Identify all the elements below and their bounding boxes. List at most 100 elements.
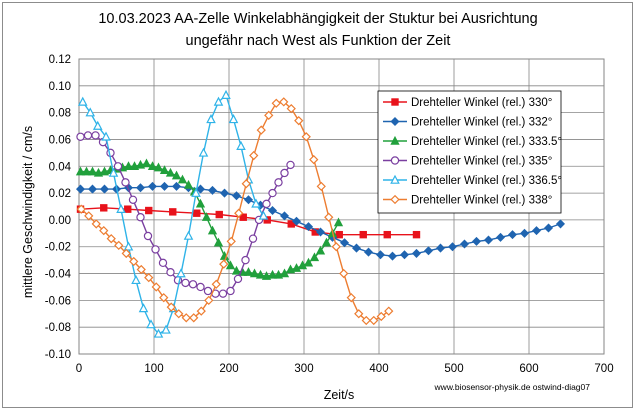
- data-point: [234, 208, 244, 218]
- legend: Drehteller Winkel (rel.) 330° Drehteller …: [377, 90, 562, 214]
- chart-title-line2: ungefähr nach West als Funktion der Zeit: [186, 33, 451, 49]
- data-point: [171, 181, 182, 191]
- data-point: [165, 167, 176, 177]
- data-point: [239, 213, 247, 221]
- data-point: [131, 274, 141, 285]
- data-point: [183, 179, 194, 189]
- data-point: [303, 257, 314, 267]
- legend-marker: [390, 156, 400, 165]
- legend-item: Drehteller Winkel (rel.) 336.5°: [383, 174, 562, 187]
- data-point: [447, 242, 458, 252]
- data-point: [316, 181, 326, 192]
- y-tick-label: -0.04: [45, 269, 72, 281]
- data-point: [206, 114, 216, 124]
- data-point: [188, 280, 198, 289]
- data-point: [280, 168, 289, 178]
- data-point: [159, 293, 169, 303]
- legend-item: Drehteller Winkel (rel.) 330°: [383, 97, 552, 109]
- data-point: [198, 147, 209, 157]
- data-point: [195, 198, 206, 208]
- data-point: [346, 293, 356, 303]
- data-point: [301, 132, 311, 142]
- data-point: [531, 226, 542, 236]
- data-point: [258, 210, 269, 220]
- data-point: [249, 150, 259, 161]
- legend-marker: [390, 174, 400, 184]
- legend-label: Drehteller Winkel (rel.) 336.5°: [411, 175, 562, 187]
- data-point: [354, 309, 364, 319]
- data-point: [147, 181, 158, 191]
- legend-marker: [391, 98, 399, 106]
- legend-item: Drehteller Winkel (rel.) 338°: [383, 195, 552, 207]
- legend-label: Drehteller Winkel (rel.) 338°: [411, 195, 552, 207]
- data-point: [495, 232, 506, 242]
- y-axis-label: mittlere Geschwindigkeit / cm/s: [21, 126, 35, 298]
- data-point: [241, 179, 251, 189]
- legend-marker: [390, 194, 400, 205]
- data-point: [286, 160, 295, 170]
- series-6: [76, 97, 394, 326]
- x-tick-label: 700: [594, 363, 613, 375]
- data-point: [309, 154, 319, 165]
- source-note: www.biosensor-physik.de ostwind-diag07: [434, 382, 591, 392]
- data-point: [213, 237, 224, 247]
- data-point: [236, 140, 246, 150]
- data-point: [423, 246, 434, 256]
- data-point: [384, 306, 394, 316]
- data-point: [201, 212, 212, 221]
- legend-item: Drehteller Winkel (rel.) 333.5°: [383, 135, 562, 148]
- data-point: [171, 170, 182, 180]
- series-2: [75, 181, 566, 261]
- data-point: [158, 258, 168, 268]
- data-point: [75, 184, 86, 194]
- data-point: [376, 311, 386, 322]
- data-point: [207, 225, 218, 235]
- data-point: [113, 162, 123, 171]
- data-point: [83, 131, 93, 140]
- data-point: [268, 188, 277, 198]
- data-point: [183, 230, 194, 240]
- data-point: [412, 230, 421, 239]
- data-point: [331, 242, 341, 252]
- chart-title-line1: 10.03.2023 AA-Zelle Winkelabhängigkeit d…: [98, 11, 537, 27]
- y-tick-label: 0.04: [49, 161, 72, 173]
- data-point: [315, 227, 326, 237]
- y-tick-label: -0.02: [45, 242, 71, 254]
- data-point: [181, 313, 191, 323]
- data-point: [151, 282, 161, 292]
- data-point: [315, 245, 326, 255]
- data-point: [251, 198, 261, 208]
- data-point: [279, 97, 289, 107]
- y-tick-label: -0.06: [45, 295, 71, 307]
- data-point: [87, 166, 98, 176]
- data-point: [241, 255, 250, 265]
- data-point: [91, 131, 100, 140]
- data-point: [262, 199, 271, 209]
- data-point: [225, 260, 236, 270]
- data-point: [256, 125, 266, 135]
- data-point: [195, 184, 206, 194]
- data-point: [339, 238, 350, 248]
- legend-item: Drehteller Winkel (rel.) 332°: [383, 117, 552, 129]
- data-point: [249, 268, 260, 278]
- data-point: [151, 245, 160, 254]
- data-point: [271, 98, 281, 108]
- data-point: [153, 162, 164, 172]
- data-point: [92, 120, 103, 130]
- data-point: [555, 219, 566, 229]
- x-tick-label: 600: [519, 363, 538, 375]
- data-point: [161, 324, 171, 334]
- data-point: [166, 268, 175, 277]
- data-point: [76, 204, 86, 214]
- data-point: [123, 161, 134, 170]
- y-tick-label: 0.10: [49, 81, 71, 93]
- data-point: [128, 195, 138, 204]
- data-point: [181, 278, 190, 288]
- data-point: [274, 178, 283, 187]
- data-point: [191, 187, 201, 197]
- y-tick-label: -0.10: [45, 349, 71, 361]
- data-point: [91, 219, 101, 229]
- data-point: [76, 132, 85, 141]
- y-tick-label: -0.08: [45, 322, 71, 334]
